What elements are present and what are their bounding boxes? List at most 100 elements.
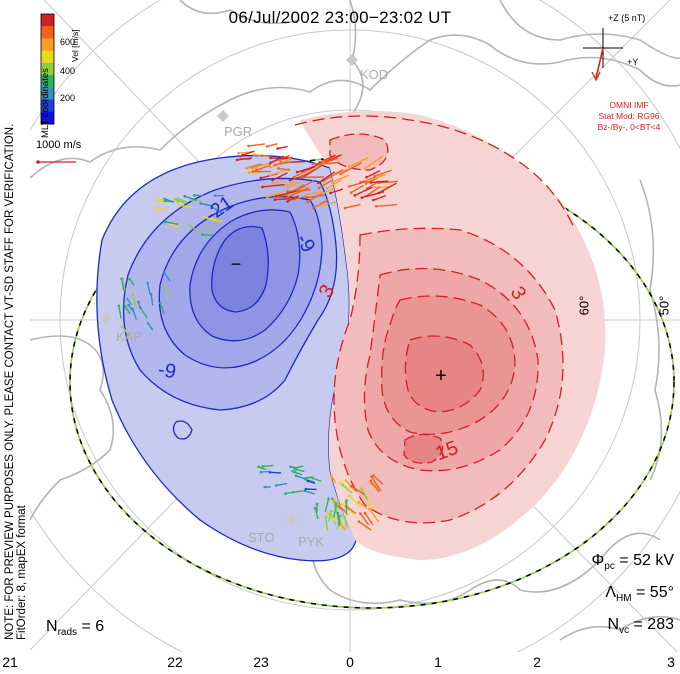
velocity-vector (378, 180, 398, 184)
velocity-vector-origin (131, 293, 135, 296)
velocity-vector-origin (146, 322, 150, 325)
velocity-vector (256, 164, 271, 171)
velocity-vector-origin (271, 182, 275, 186)
velocity-vector-origin (121, 325, 124, 328)
velocity-vector (359, 513, 370, 526)
velocity-vector-origin (127, 303, 130, 307)
velocity-vector (165, 221, 179, 225)
velocity-vector-origin (357, 520, 361, 523)
colorbar-tick-600: 600 (60, 37, 76, 47)
velocity-vector (374, 169, 392, 177)
velocity-vector-origin (295, 189, 299, 193)
velocity-vector (378, 182, 397, 194)
velocity-vector-origin (315, 502, 319, 506)
colorbar-segment (41, 26, 54, 39)
velocity-vector (333, 504, 338, 518)
velocity-vector-origin (374, 205, 378, 208)
velocity-vector-origin (163, 199, 167, 203)
velocity-vector-origin (126, 297, 129, 301)
velocity-vector-origin (326, 512, 329, 515)
velocity-vector-origin (292, 176, 295, 179)
velocity-vector-origin (359, 512, 362, 515)
velocity-vector-origin (349, 484, 353, 488)
velocity-vector-origin (306, 479, 310, 483)
velocity-vector-origin (369, 479, 373, 483)
positive-convection-cell (294, 111, 606, 560)
velocity-vector (287, 194, 299, 203)
latitude-label-60: 60° (576, 295, 592, 316)
colorbar-segment (41, 75, 54, 88)
velocity-vector (269, 155, 285, 165)
velocity-vector-origin (360, 196, 364, 199)
velocity-vector (301, 164, 323, 177)
velocity-vector (368, 508, 380, 523)
velocity-vector-origin (278, 158, 282, 162)
velocity-vector-origin (288, 178, 292, 182)
velocity-vector (295, 468, 305, 473)
velocity-vector (376, 203, 398, 207)
velocity-vector-origin (261, 185, 264, 189)
station-marker-pgr (217, 110, 229, 122)
colorbar-tick-400: 400 (60, 66, 76, 76)
phi-value: = 52 kV (614, 552, 674, 569)
velocity-vector (262, 183, 285, 188)
velocity-vector-origin (360, 487, 363, 491)
velocity-vector (326, 179, 342, 190)
velocity-vector (293, 465, 304, 469)
velocity-vector (272, 172, 288, 181)
velocity-vector (312, 477, 322, 483)
velocity-vector-origin (330, 509, 333, 513)
velocity-vector-origin (317, 181, 320, 185)
velocity-vector (204, 224, 216, 231)
radar-count: Nrads = 6 (46, 618, 104, 638)
velocity-vector (270, 158, 293, 168)
velocity-vector (335, 500, 339, 514)
velocity-vector (122, 279, 126, 291)
velocity-vector (211, 206, 223, 214)
imf-z-label: +Z (5 nT) (608, 13, 646, 23)
neg-contour-21 (211, 225, 269, 313)
velocity-vector-origin (213, 194, 217, 197)
velocity-vector-origin (274, 484, 278, 487)
neg-contour-small (172, 420, 193, 440)
lambda-subscript: HM (616, 593, 632, 605)
velocity-vector (287, 187, 310, 198)
velocity-vector-origin (367, 507, 371, 511)
velocity-vector (370, 180, 389, 184)
velocity-vector-origin (347, 165, 351, 168)
velocity-vector-origin (236, 158, 239, 162)
velocity-vector-origin (306, 200, 309, 203)
velocity-vector-origin (312, 206, 315, 210)
coordinate-note: MLT coordinates (40, 68, 51, 138)
velocity-vector-origin (329, 191, 332, 195)
velocity-vector (139, 307, 148, 319)
colorbar-segment (41, 38, 54, 52)
velocity-vector-origin (265, 145, 269, 148)
colorbar-segment (41, 111, 54, 125)
colorbar-segment (41, 99, 54, 113)
velocity-vector (358, 520, 372, 531)
nvc-value: = 283 (629, 616, 675, 633)
velocity-vector (354, 186, 373, 197)
velocity-vector-origin (317, 186, 321, 190)
mlt-tick-3: 3 (667, 654, 675, 670)
imf-clock (583, 28, 623, 82)
velocity-vector-origin (345, 499, 348, 502)
velocity-vector (361, 191, 385, 199)
velocity-vector (348, 495, 362, 508)
velocity-vector (366, 170, 381, 178)
velocity-vector-origin (284, 492, 287, 496)
velocity-vector (121, 326, 130, 337)
velocity-vector-origin (276, 147, 279, 150)
velocity-vector-origin (244, 166, 248, 170)
velocity-vector-origin (295, 170, 299, 174)
velocity-vector-origin (286, 195, 290, 199)
velocity-vector-origin (154, 198, 158, 202)
preview-note: NOTE: FOR PREVIEW PURPOSES ONLY. PLEASE … (4, 123, 16, 640)
nvc-symbol: N (607, 616, 620, 633)
velocity-vector-origin (318, 204, 322, 207)
station-label-pyk: PYK (298, 534, 325, 549)
velocity-vector-origin (347, 185, 351, 188)
velocity-vector (296, 166, 316, 173)
velocity-vector (147, 323, 154, 331)
